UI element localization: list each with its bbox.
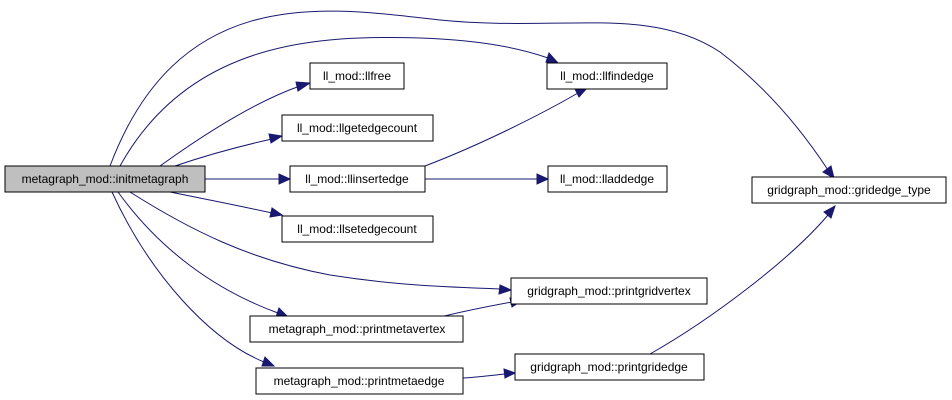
node-llfree[interactable]: ll_mod::llfree [309, 62, 405, 90]
node-label: ll_mod::llfindedge [560, 69, 654, 83]
edge-initmetagraph-to-printgridvertex [129, 191, 513, 295]
node-printmetavertex[interactable]: metagraph_mod::printmetavertex [249, 315, 464, 343]
node-label: metagraph_mod::initmetagraph [22, 172, 189, 186]
node-printgridvertex[interactable]: gridgraph_mod::printgridvertex [510, 277, 708, 305]
node-llinsertedge[interactable]: ll_mod::llinsertedge [289, 165, 426, 193]
node-label: ll_mod::llinsertedge [305, 172, 409, 186]
edge-initmetagraph-to-llgetedgecount [174, 133, 284, 167]
node-llsetedgecount[interactable]: ll_mod::llsetedgecount [281, 215, 434, 243]
node-printgridedge[interactable]: gridgraph_mod::printgridedge [514, 353, 705, 381]
edge-initmetagraph-to-llsetedgecount [169, 191, 284, 218]
edge-printmetaedge-to-printgridedge [462, 368, 517, 379]
node-label: gridgraph_mod::printgridedge [530, 360, 688, 374]
edge-printgridedge-to-gridedge_type [649, 204, 836, 355]
node-label: gridgraph_mod::gridedge_type [767, 183, 931, 197]
node-lladdedge[interactable]: ll_mod::lladdedge [547, 165, 668, 193]
node-label: ll_mod::llsetedgecount [297, 222, 417, 236]
edge-initmetagraph-to-printmetavertex [117, 191, 290, 318]
edge-initmetagraph-to-llfree [159, 81, 312, 167]
edge-initmetagraph-to-printmetaedge [111, 191, 276, 367]
node-llgetedgecount[interactable]: ll_mod::llgetedgecount [281, 114, 434, 142]
edge-initmetagraph-to-gridedge_type [109, 10, 835, 179]
edge-initmetagraph-to-llfindedge [119, 36, 560, 167]
node-label: ll_mod::lladdedge [560, 172, 654, 186]
node-initmetagraph[interactable]: metagraph_mod::initmetagraph [4, 165, 206, 193]
node-label: metagraph_mod::printmetavertex [269, 322, 446, 336]
nodes-layer: metagraph_mod::initmetagraph ll_mod::llf… [4, 62, 947, 395]
edges-layer [109, 10, 836, 379]
edge-initmetagraph-to-llinsertedge [205, 173, 292, 185]
node-label: ll_mod::llfree [323, 69, 391, 83]
edge-llinsertedge-to-lladdedge [425, 173, 550, 185]
node-printmetaedge[interactable]: metagraph_mod::printmetaedge [255, 367, 464, 395]
node-gridedge_type[interactable]: gridgraph_mod::gridedge_type [751, 176, 947, 204]
node-llfindedge[interactable]: ll_mod::llfindedge [546, 62, 668, 90]
node-label: ll_mod::llgetedgecount [297, 121, 418, 135]
edge-llinsertedge-to-llfindedge [424, 87, 589, 167]
node-label: gridgraph_mod::printgridvertex [527, 284, 690, 298]
node-label: metagraph_mod::printmetaedge [274, 374, 445, 388]
